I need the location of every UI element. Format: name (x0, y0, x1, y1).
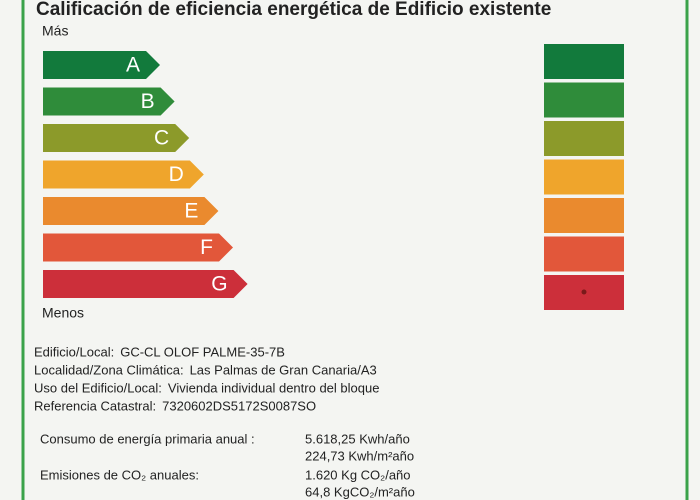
info-label: Uso del Edificio/Local: (34, 380, 162, 395)
class-bar (43, 197, 219, 225)
rating-box (544, 236, 624, 272)
class-letter: D (169, 163, 184, 186)
class-bar (43, 233, 233, 262)
title: Calificación de eficiencia energética de… (36, 0, 551, 20)
info-value: Vivienda individual dentro del bloque (168, 380, 380, 395)
class-bar (43, 124, 190, 152)
class-letter: G (211, 273, 227, 296)
rating-box (544, 44, 624, 79)
scale-top: Más (42, 23, 68, 39)
info-value: Las Palmas de Gran Canaria/A3 (190, 362, 377, 377)
consumption-value: 224,73 Kwh/m²año (305, 448, 414, 463)
emissions-value: 64,8 KgCO₂/m²año (305, 484, 415, 499)
rating-box (544, 121, 624, 156)
scale-bottom: Menos (42, 305, 84, 321)
consumption-label: Consumo de energía primaria anual : (40, 431, 255, 446)
class-letter: C (154, 127, 169, 150)
rating-box (544, 82, 624, 118)
rating-mark (581, 289, 587, 295)
class-bar (43, 160, 204, 189)
class-letter: E (184, 200, 198, 223)
info-label: Referencia Catastral: (34, 398, 156, 413)
class-bar (43, 87, 175, 116)
info-value: 7320602DS5172S0087SO (162, 398, 316, 413)
class-bar (43, 270, 248, 298)
info-value: GC-CL OLOF PALME-35-7B (120, 344, 285, 359)
info-label: Edificio/Local: (34, 344, 114, 359)
rating-box (544, 159, 624, 195)
class-letter: A (126, 54, 140, 77)
emissions-value: 1.620 Kg CO₂/año (305, 467, 411, 482)
emissions-label: Emisiones de CO₂ anuales: (40, 467, 199, 482)
rating-box (544, 198, 624, 233)
class-letter: B (141, 90, 155, 113)
class-letter: F (200, 236, 213, 259)
class-bar (43, 51, 160, 79)
consumption-value: 5.618,25 Kwh/año (305, 431, 410, 446)
info-label: Localidad/Zona Climática: (34, 362, 184, 377)
